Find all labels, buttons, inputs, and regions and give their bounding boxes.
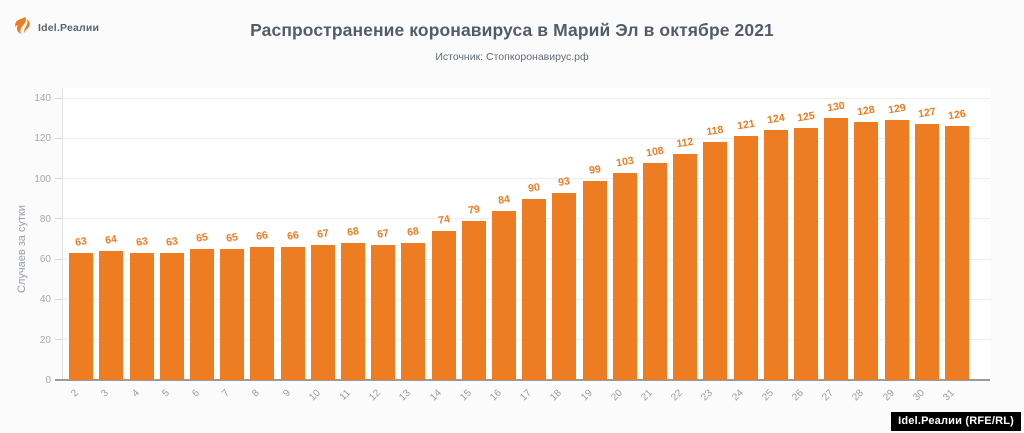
bar <box>159 253 184 380</box>
y-tick-label: 0 <box>45 375 51 386</box>
bar <box>763 130 788 380</box>
x-tick-label: 7 <box>220 387 232 400</box>
gridline <box>62 137 990 139</box>
y-tick-mark <box>55 339 62 341</box>
x-tick-label: 26 <box>790 387 806 404</box>
bar <box>824 118 849 380</box>
y-tick-label: 120 <box>34 133 51 145</box>
x-tick-label: 16 <box>488 387 504 404</box>
y-tick-mark <box>55 298 62 300</box>
bar <box>884 120 909 380</box>
x-tick-label: 10 <box>306 387 323 404</box>
bar <box>914 124 939 380</box>
x-tick-label: 27 <box>820 387 836 404</box>
bar <box>552 192 577 380</box>
bar <box>280 247 305 380</box>
bar <box>431 230 456 380</box>
x-tick-label: 12 <box>367 387 383 404</box>
bar <box>673 154 698 380</box>
y-tick-label: 60 <box>39 254 51 266</box>
bar <box>69 253 94 380</box>
gridline <box>62 97 990 99</box>
y-tick-label: 80 <box>39 213 51 225</box>
bar <box>250 247 275 380</box>
bar <box>371 245 396 380</box>
x-tick-label: 24 <box>729 387 746 404</box>
bar <box>491 210 516 380</box>
logo: Idel.Реалии <box>14 16 99 40</box>
logo-text: Idel.Реалии <box>38 22 100 34</box>
y-tick-mark <box>55 218 62 220</box>
y-tick-label: 20 <box>39 334 51 346</box>
x-tick-label: 22 <box>669 387 685 404</box>
y-tick-mark <box>55 137 62 139</box>
bar <box>944 126 969 380</box>
gridline <box>62 178 990 180</box>
y-tick-label: 40 <box>39 294 51 306</box>
x-tick-label: 19 <box>578 387 595 404</box>
x-tick-label: 17 <box>518 387 534 404</box>
x-axis-line <box>55 379 990 381</box>
bar <box>522 198 547 380</box>
bar <box>461 220 486 380</box>
x-tick-label: 2 <box>69 387 81 400</box>
x-tick-label: 21 <box>639 387 655 404</box>
bar <box>99 251 124 380</box>
x-tick-label: 18 <box>548 387 565 404</box>
y-tick-label: 140 <box>34 93 51 105</box>
x-tick-label: 3 <box>99 387 112 400</box>
x-tick-label: 23 <box>699 387 716 404</box>
bar <box>310 245 335 380</box>
bar <box>703 142 728 380</box>
x-tick-label: 15 <box>457 387 474 404</box>
bar <box>642 162 667 380</box>
x-tick-label: 14 <box>427 387 444 404</box>
watermark-badge: Idel.Реалии (RFE/RL) <box>891 412 1021 431</box>
bar <box>129 253 154 380</box>
bar <box>733 136 758 380</box>
bar <box>189 249 214 380</box>
x-tick-label: 11 <box>337 387 353 403</box>
x-tick-label: 6 <box>190 387 202 400</box>
chart-subtitle: Источник: Стопкоронавирус.рф <box>435 51 589 63</box>
y-tick-label: 100 <box>34 173 51 185</box>
x-tick-label: 4 <box>129 387 142 400</box>
bar <box>793 128 818 380</box>
x-tick-label: 20 <box>608 387 625 404</box>
x-tick-label: 28 <box>850 387 867 404</box>
x-tick-label: 5 <box>159 387 172 400</box>
y-tick-mark <box>55 178 62 180</box>
y-tick-mark <box>55 258 62 260</box>
x-tick-label: 13 <box>397 387 414 404</box>
plot-area: 0 20 40 60 80 100 120 140 63 2 64 3 63 4 63 5 65 6 65 7 66 8 6… <box>34 88 990 403</box>
bar <box>854 122 879 380</box>
bar <box>612 172 637 380</box>
x-tick-label: 9 <box>280 387 293 400</box>
bar <box>340 243 365 380</box>
torch-icon <box>15 16 30 34</box>
bar <box>220 249 245 380</box>
y-axis-title: Случаев за сутки <box>16 205 28 293</box>
y-axis-line <box>62 88 63 380</box>
bar <box>401 243 426 380</box>
chart-title: Распространение коронавируса в Марий Эл … <box>250 20 774 40</box>
x-tick-label: 8 <box>250 387 263 400</box>
y-tick-mark <box>55 97 62 99</box>
bar <box>582 180 607 380</box>
x-tick-label: 25 <box>759 387 776 404</box>
